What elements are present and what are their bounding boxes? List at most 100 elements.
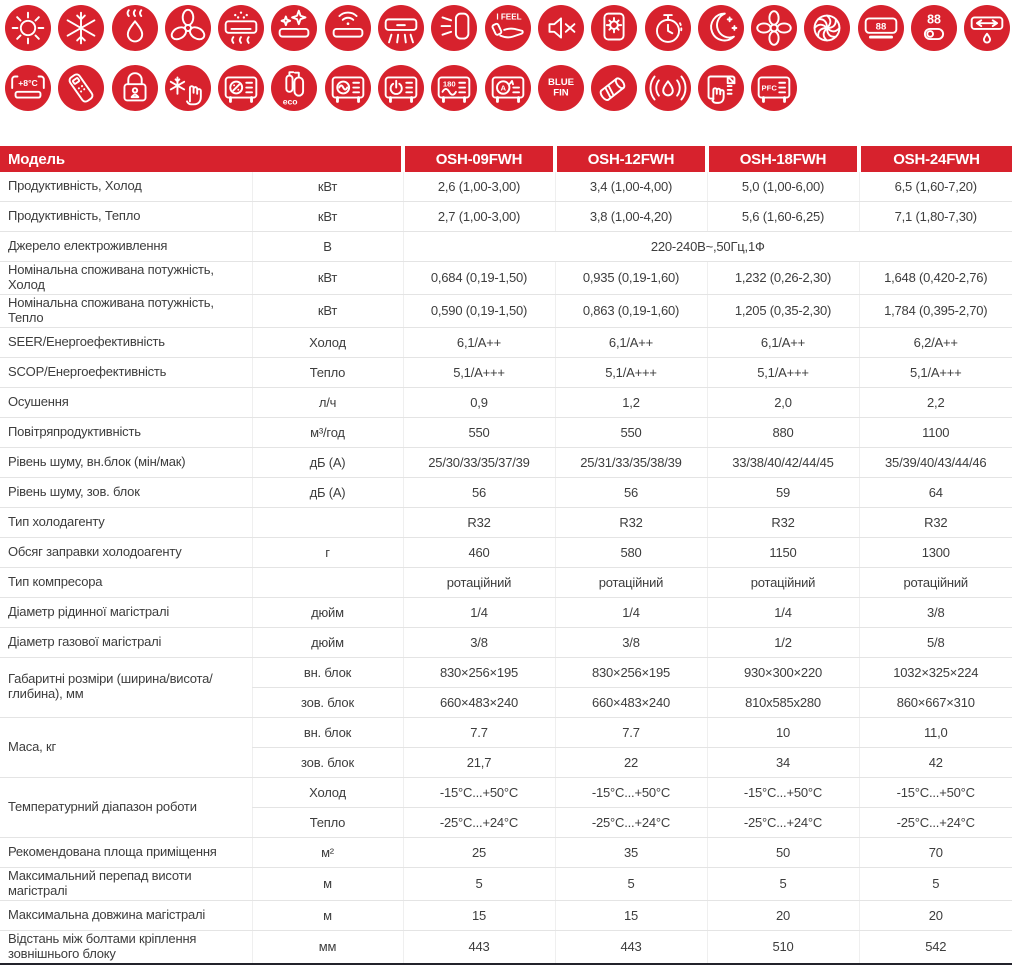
spec-value-2: 550 (554, 417, 707, 448)
spec-value-1: 2,7 (1,00-3,00) (402, 201, 555, 232)
spec-value-2: 25/31/33/35/38/39 (554, 447, 707, 478)
panel-side-airflow-icon (431, 5, 478, 51)
spec-value-1: 660×483×240 (402, 687, 555, 718)
spec-value-3: 1/2 (706, 627, 859, 658)
insulated-pipe-icon (591, 65, 638, 111)
outdoor-unit-auto-icon: A (484, 65, 531, 111)
spec-name: Рекомендована площа приміщення (0, 837, 252, 868)
spec-value-1: 21,7 (402, 747, 555, 778)
spec-value-4: 1,784 (0,395-2,70) (858, 294, 1012, 328)
child-lock-icon (111, 65, 158, 111)
spec-value-4: 5,1/A+++ (858, 357, 1012, 388)
spec-unit: кВт (251, 201, 403, 232)
ac-self-clean-icon (271, 5, 318, 51)
spec-unit: м (251, 867, 403, 901)
spec-unit: мм (251, 930, 403, 965)
spec-value-2: R32 (554, 507, 707, 538)
svg-text:BLUE: BLUE (548, 77, 575, 88)
model-column-header: Модель (0, 146, 403, 172)
spec-unit: г (251, 537, 403, 568)
spec-value-1: 5,1/A+++ (402, 357, 555, 388)
spec-table-body: Продуктивність, Холод кВт 2,6 (1,00-3,00) 3… (0, 172, 1012, 965)
feature-icons-row-2: +8°C eco 180 A BLUE FIN PFC (5, 65, 1015, 111)
spec-value-2: 15 (554, 900, 707, 931)
spec-value-1: 5 (402, 867, 555, 901)
model-header-1: OSH-09FWH (401, 146, 555, 172)
spec-name: Рівень шуму, зов. блок (0, 477, 252, 508)
spec-value-1: 6,1/A++ (402, 327, 555, 358)
spec-value-3: 1150 (706, 537, 859, 568)
outdoor-unit-wave-icon (324, 65, 371, 111)
ac-wifi-icon (324, 5, 371, 51)
spec-value-3: -15°С...+50°С (706, 777, 859, 808)
spec-unit: м² (251, 837, 403, 868)
spec-value-2: 1/4 (554, 597, 707, 628)
fan-4blade-icon (751, 5, 798, 51)
spec-row: SEER/Енергоефективність Холод 6,1/A++ 6,1/A… (0, 327, 1012, 358)
easy-clean-filter-icon (697, 65, 744, 111)
spec-value-3: 5 (706, 867, 859, 901)
spec-value-2: 6,1/A++ (554, 327, 707, 358)
outdoor-unit-power-icon (378, 65, 425, 111)
spec-value-3: 1/4 (706, 597, 859, 628)
spec-row: Діаметр рідинної магістралі дюйм 1/4 1/4 1/4… (0, 597, 1012, 628)
spec-value-3: 1,232 (0,26-2,30) (706, 261, 859, 295)
plus-8c-heating-icon: +8°C (5, 65, 51, 111)
i-feel-icon: I FEEL (484, 5, 531, 51)
spec-unit: дюйм (251, 627, 403, 658)
spec-value-2: 660×483×240 (554, 687, 707, 718)
spec-value-3: 34 (706, 747, 859, 778)
spec-name: Обсяг заправки холодоагенту (0, 537, 252, 568)
spec-value-2: 35 (554, 837, 707, 868)
spec-unit: В (251, 231, 403, 262)
spec-value-1: -15°С...+50°С (402, 777, 555, 808)
spec-table-header-row: Модель OSH-09FWH OSH-12FWH OSH-18FWH OSH-24… (0, 146, 1012, 172)
spec-name: SEER/Енергоефективність (0, 327, 252, 358)
spec-unit: м (251, 900, 403, 931)
spec-value-3: 810x585x280 (706, 687, 859, 718)
outdoor-unit-percent-icon (218, 65, 265, 111)
spec-row: Продуктивність, Холод кВт 2,6 (1,00-3,00) 3… (0, 172, 1012, 202)
spec-unit: зов. блок (251, 687, 403, 718)
spec-row: Максимальна довжина магістралі м 15 15 20 20 (0, 900, 1012, 931)
spec-name: Тип компресора (0, 567, 252, 598)
spec-value-4: 1032×325×224 (858, 657, 1012, 688)
humidity-sensor-icon (644, 65, 691, 111)
spec-row: зов. блок 660×483×240 660×483×240 810x585x2… (0, 687, 1012, 718)
spec-value-4: 11,0 (858, 717, 1012, 748)
timer-icon (644, 5, 691, 51)
spec-name: Джерело електроживлення (0, 231, 252, 262)
spec-value-4: 1,648 (0,420-2,76) (858, 261, 1012, 295)
spec-value-3: 5,0 (1,00-6,00) (706, 172, 859, 202)
spec-value-3: 2,0 (706, 387, 859, 418)
spec-value-3: ротаційний (706, 567, 859, 598)
spec-row: зов. блок 21,7 22 34 42 (0, 747, 1012, 778)
spec-unit: вн. блок (251, 717, 403, 748)
spec-name: Діаметр газової магістралі (0, 627, 252, 658)
spec-row: Відстань між болтами кріплення зовнішньо… (0, 930, 1012, 965)
model-header-3: OSH-18FWH (705, 146, 859, 172)
spec-value-4: 1100 (858, 417, 1012, 448)
spec-value-3: R32 (706, 507, 859, 538)
spec-value-4: 3/8 (858, 597, 1012, 628)
spec-value-1: 7.7 (402, 717, 555, 748)
spec-name: SCOP/Енергоефективність (0, 357, 252, 388)
spec-value-2: -15°С...+50°С (554, 777, 707, 808)
spec-value-3: 10 (706, 717, 859, 748)
spec-name: Номінальна споживана потужність, Тепло (0, 294, 252, 328)
spec-value-2: ротаційний (554, 567, 707, 598)
spec-row: Тепло -25°С...+24°С -25°С...+24°С -25°С...+… (0, 807, 1012, 838)
turbo-turbine-icon (804, 5, 851, 51)
spec-value-3: 930×300×220 (706, 657, 859, 688)
spec-name: Повітряпродуктивність (0, 417, 252, 448)
spec-value-4: -15°С...+50°С (858, 777, 1012, 808)
spec-value-3: 20 (706, 900, 859, 931)
eco-compressor-icon: eco (271, 65, 318, 111)
remote-control-icon (58, 65, 105, 111)
spec-value-2: 3/8 (554, 627, 707, 658)
spec-value-4: 7,1 (1,80-7,30) (858, 201, 1012, 232)
spec-row: Обсяг заправки холодоагенту г 460 580 1150 13… (0, 537, 1012, 568)
sun-icon (5, 5, 51, 51)
spec-name: Продуктивність, Тепло (0, 201, 252, 232)
spec-row: Максимальний перепад висоти магістралі м 5… (0, 867, 1012, 901)
